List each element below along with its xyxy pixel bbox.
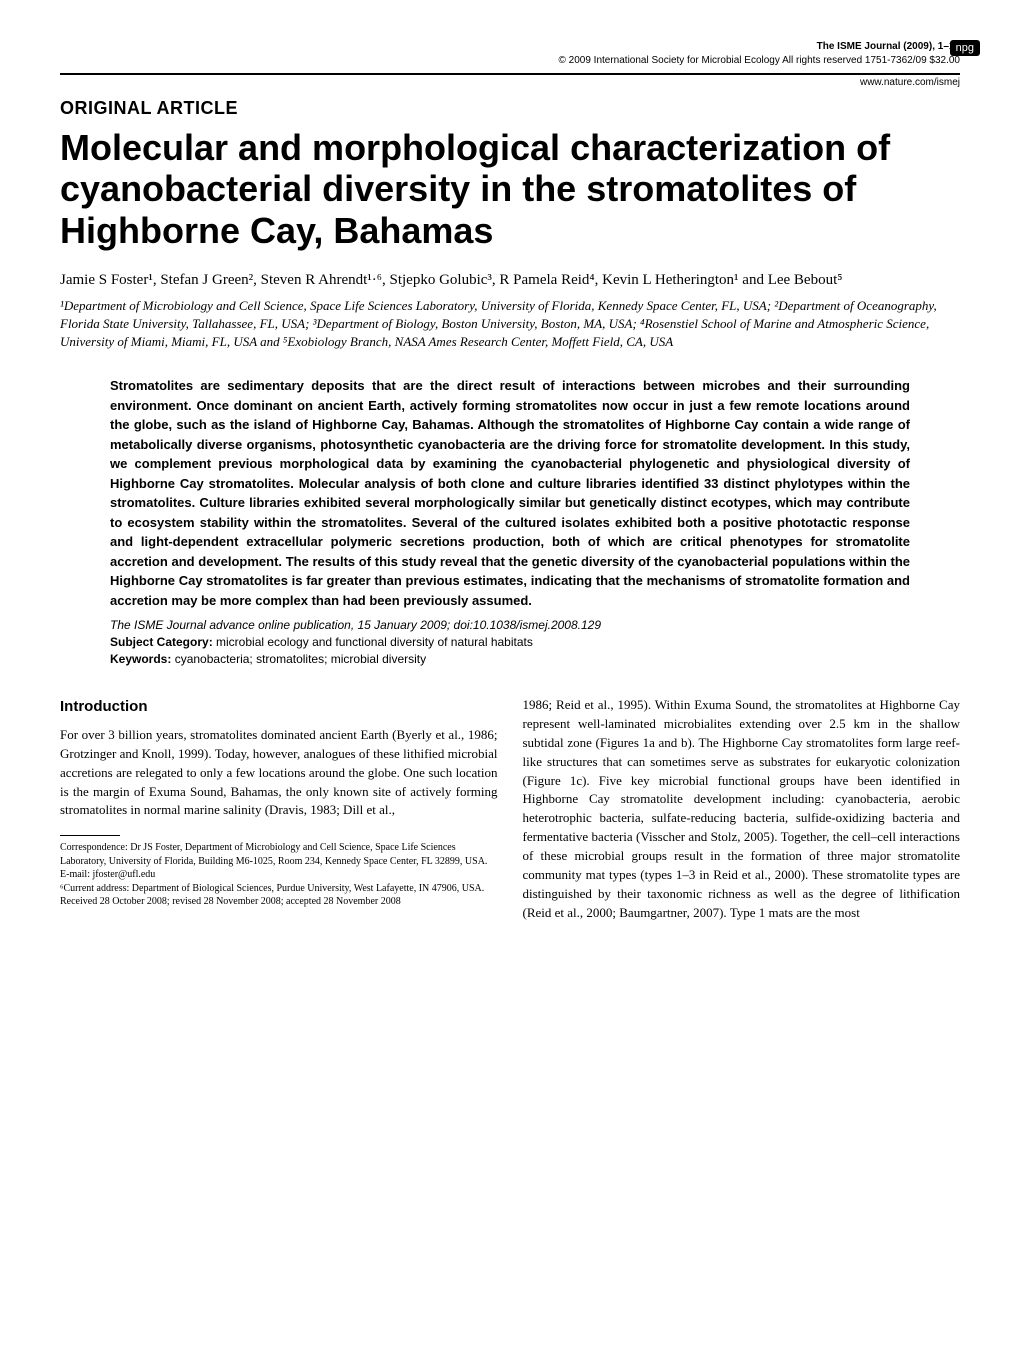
journal-url: www.nature.com/ismej [60,77,960,88]
section-heading-introduction: Introduction [60,696,498,718]
received-footnote: Received 28 October 2008; revised 28 Nov… [60,895,498,909]
email-footnote: E-mail: jfoster@ufl.edu [60,868,498,882]
keywords-label: Keywords: [110,652,171,666]
body-columns: Introduction For over 3 billion years, s… [60,696,960,922]
current-address-footnote: ⁶Current address: Department of Biologic… [60,882,498,896]
header-meta: The ISME Journal (2009), 1–15 © 2009 Int… [60,40,960,68]
article-type: ORIGINAL ARTICLE [60,98,960,119]
correspondence-footnote: Correspondence: Dr JS Foster, Department… [60,841,498,868]
journal-name-line: The ISME Journal (2009), 1–15 [817,41,960,52]
header-rule-thick [60,73,960,75]
body-paragraph-1: For over 3 billion years, stromatolites … [60,726,498,820]
abstract-text: Stromatolites are sedimentary deposits t… [110,376,910,610]
footnote-rule [60,835,120,836]
subject-category-value: microbial ecology and functional diversi… [213,635,533,649]
keywords-value: cyanobacteria; stromatolites; microbial … [171,652,426,666]
keywords: Keywords: cyanobacteria; stromatolites; … [110,652,910,666]
body-paragraph-2: 1986; Reid et al., 1995). Within Exuma S… [523,696,961,922]
footnote-block: Correspondence: Dr JS Foster, Department… [60,841,498,909]
subject-category-label: Subject Category: [110,635,213,649]
publication-info: The ISME Journal advance online publicat… [110,618,910,632]
author-list: Jamie S Foster¹, Stefan J Green², Steven… [60,271,960,291]
affiliations: ¹Department of Microbiology and Cell Sci… [60,297,960,352]
copyright-line: © 2009 International Society for Microbi… [559,55,961,66]
subject-category: Subject Category: microbial ecology and … [110,635,910,649]
publisher-badge: npg [950,40,980,56]
article-title: Molecular and morphological characteriza… [60,127,960,251]
